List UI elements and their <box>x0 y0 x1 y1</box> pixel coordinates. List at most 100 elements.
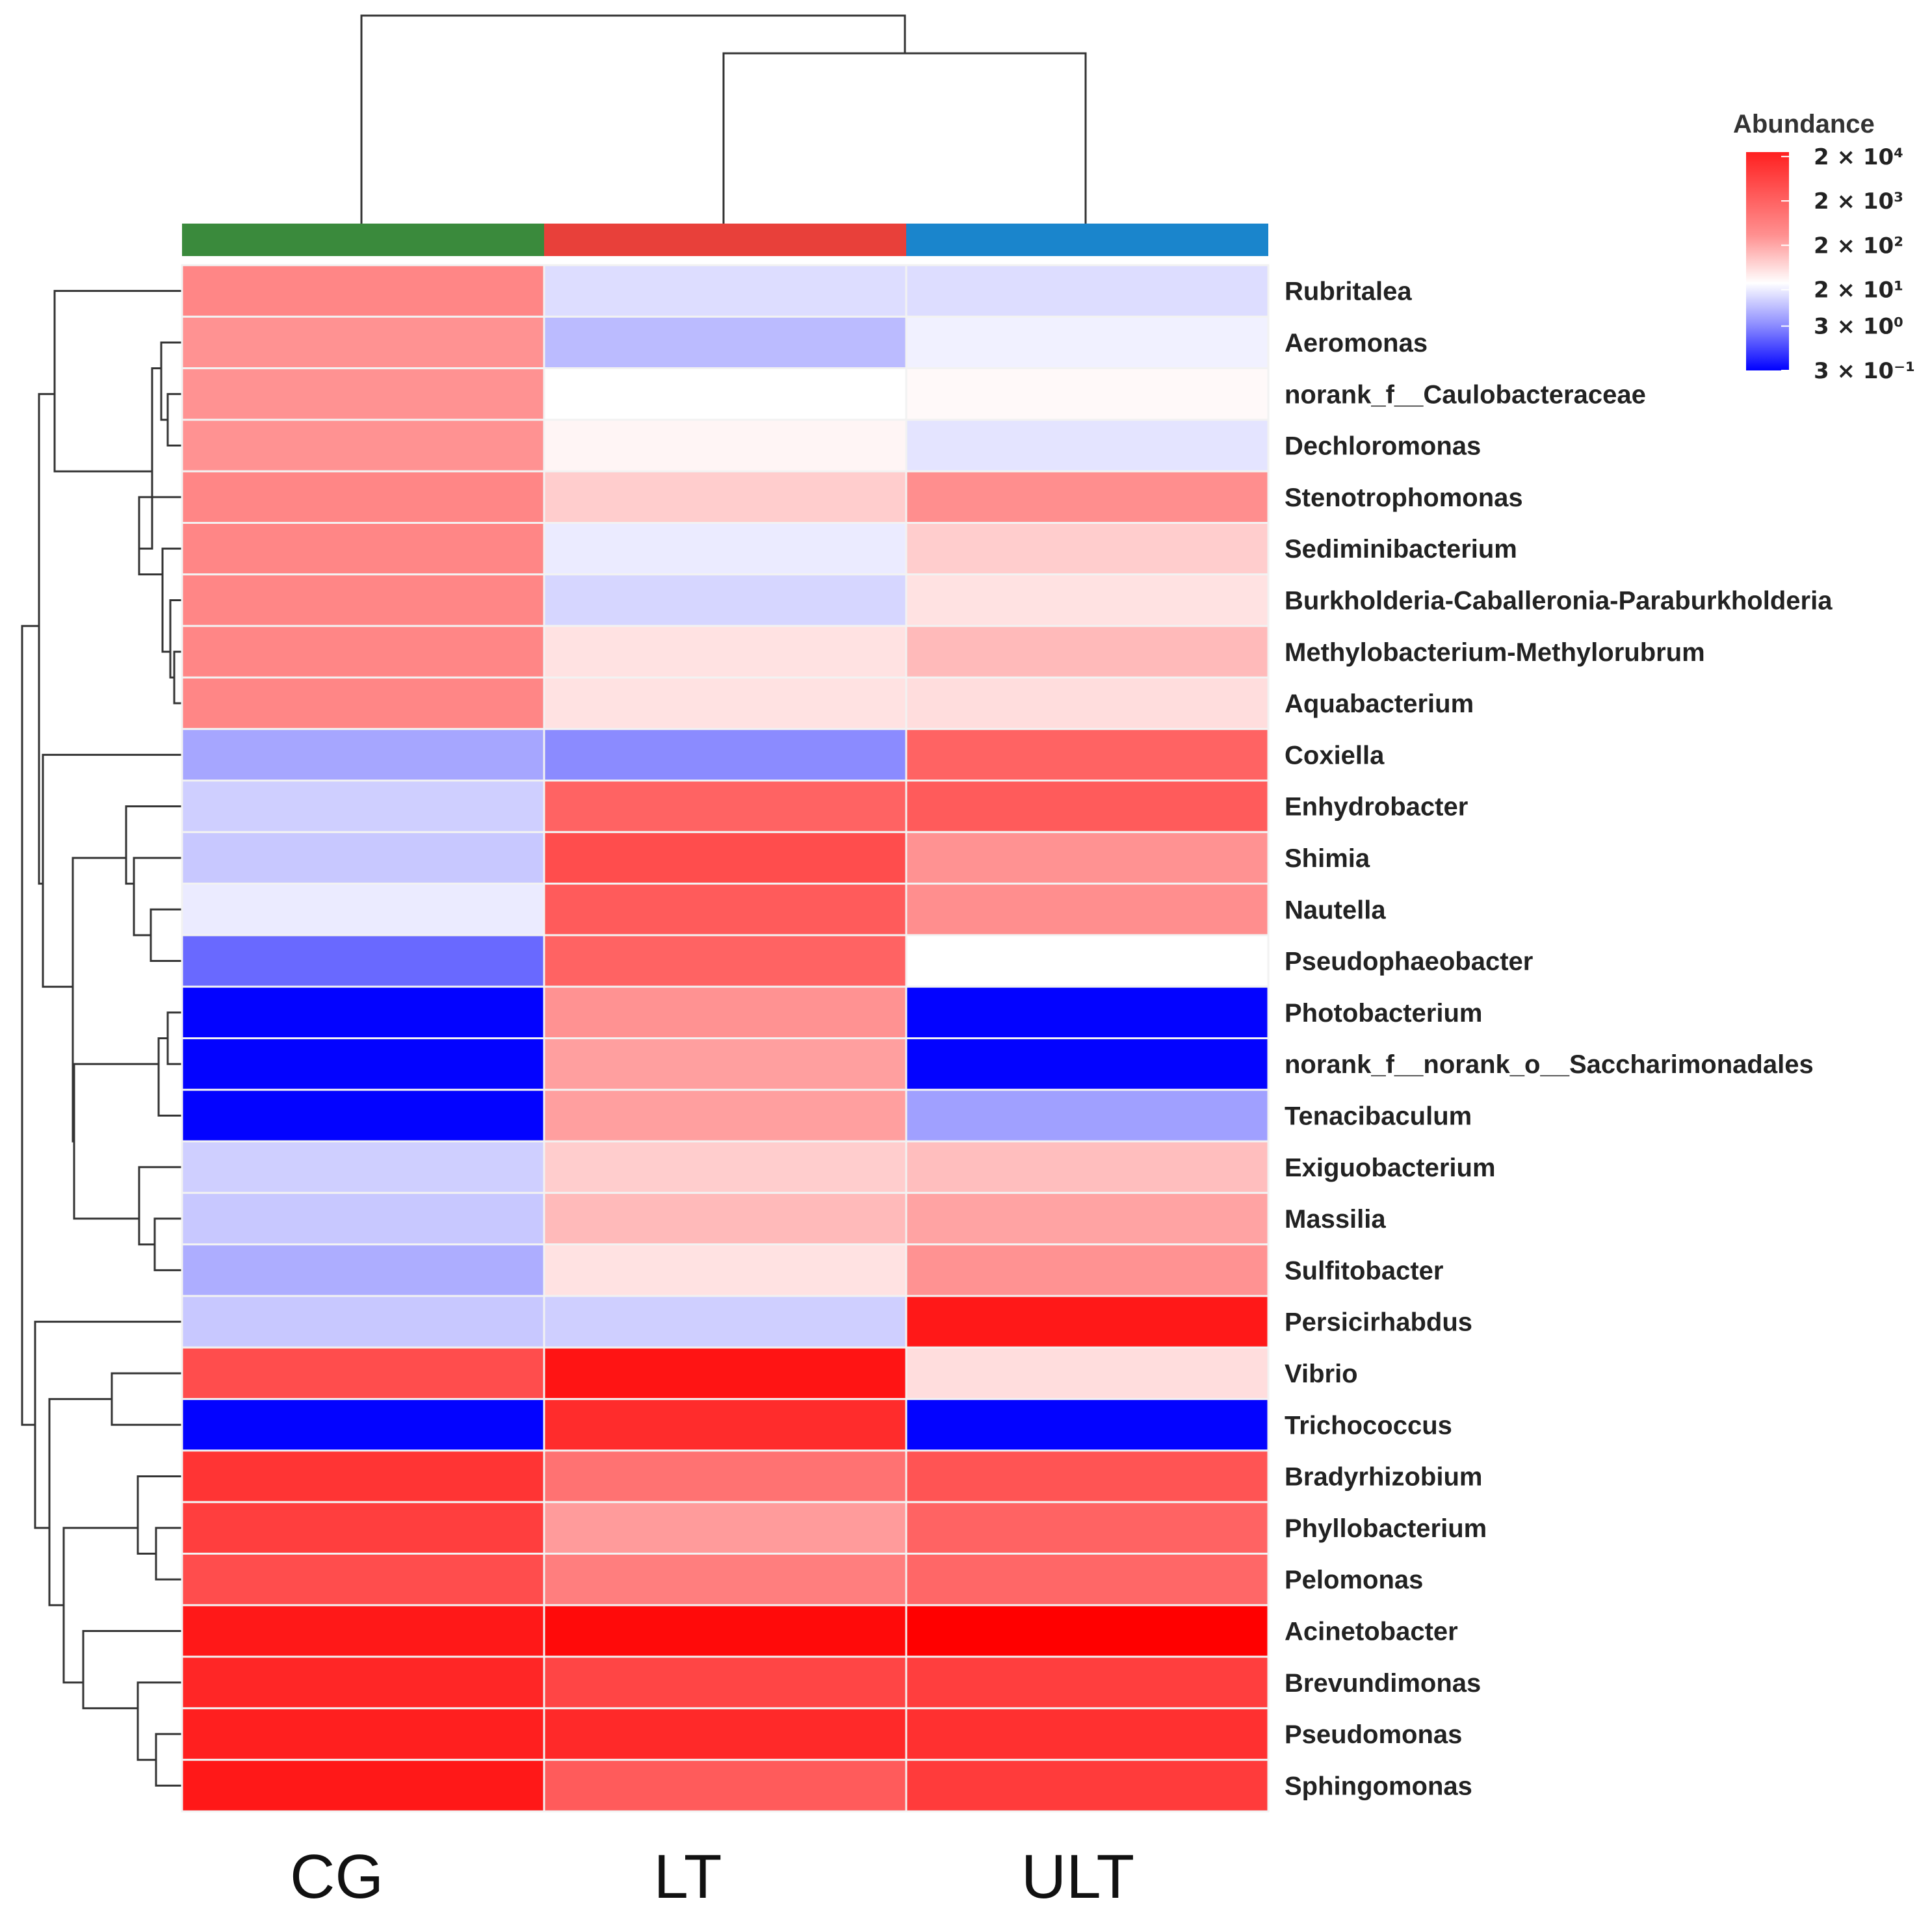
cell-dechloromonas-cg <box>181 419 545 473</box>
row-dendro-node <box>166 1011 182 1065</box>
cell-rubritalea-lt <box>543 264 907 318</box>
row-dendro-node <box>125 805 182 885</box>
cell-stenotrophomonas-cg <box>181 470 545 524</box>
row-dendro-node <box>150 908 182 963</box>
row-dendro-node <box>161 547 182 653</box>
cell-aquabacterium-cg <box>181 676 545 731</box>
cell-pelomonas-ult <box>905 1553 1270 1607</box>
legend-tick-label: 2 × 10² <box>1814 233 1903 259</box>
cell-sediminibacterium-lt <box>543 522 907 576</box>
cell-coxiella-lt <box>543 728 907 782</box>
row-label-tenacibaculum: Tenacibaculum <box>1285 1102 1472 1130</box>
row-dendro-node <box>48 1398 112 1607</box>
cell-sulfitobacter-cg <box>181 1243 545 1297</box>
cell-rubritalea-ult <box>905 264 1270 318</box>
row-label-norank-f-caulobacteraceae: norank_f__Caulobacteraceae <box>1285 380 1646 409</box>
cell-vibrio-cg <box>181 1346 545 1401</box>
cell-tenacibaculum-cg <box>181 1089 545 1143</box>
row-label-enhydrobacter: Enhydrobacter <box>1285 793 1468 822</box>
row-dendro-node <box>166 393 182 447</box>
row-dendro-node <box>139 367 161 550</box>
row-dendro-node <box>73 1063 159 1220</box>
cell-stenotrophomonas-ult <box>905 470 1270 524</box>
cell-methylobacterium-methylorubrum-cg <box>181 625 545 679</box>
cell-tenacibaculum-ult <box>905 1089 1270 1143</box>
row-label-persicirhabdus: Persicirhabdus <box>1285 1308 1472 1337</box>
cell-trichococcus-ult <box>905 1398 1270 1452</box>
row-dendro-node <box>137 1681 182 1761</box>
cell-norank-f-norank-o-saccharimonadales-cg <box>181 1037 545 1091</box>
row-label-bradyrhizobium: Bradyrhizobium <box>1285 1463 1482 1492</box>
cell-massilia-lt <box>543 1191 907 1246</box>
row-label-sulfitobacter: Sulfitobacter <box>1285 1256 1443 1285</box>
legend-tick-label: 3 × 10⁻¹ <box>1814 358 1915 384</box>
column-label-ult: ULT <box>1021 1842 1134 1911</box>
cell-brevundimonas-lt <box>543 1655 907 1709</box>
cell-pelomonas-cg <box>181 1553 545 1607</box>
cell-trichococcus-lt <box>543 1398 907 1452</box>
cell-nautella-ult <box>905 883 1270 937</box>
cell-enhydrobacter-lt <box>543 779 907 833</box>
column-group-bar <box>182 224 1268 256</box>
cell-norank-f-norank-o-saccharimonadales-lt <box>543 1037 907 1091</box>
column-labels: CG LT ULT <box>290 1842 1134 1911</box>
cell-brevundimonas-ult <box>905 1655 1270 1709</box>
row-label-aeromonas: Aeromonas <box>1285 329 1428 357</box>
cell-persicirhabdus-ult <box>905 1295 1270 1349</box>
cell-sphingomonas-lt <box>543 1759 907 1813</box>
row-dendro-node <box>53 290 182 473</box>
column-dendrogram-lt-ult <box>722 52 1087 224</box>
row-label-rubritalea: Rubritalea <box>1285 278 1412 306</box>
cell-exiguobacterium-ult <box>905 1140 1270 1194</box>
legend-color-bar <box>1746 152 1789 370</box>
column-dendrogram-root <box>360 14 906 224</box>
cell-massilia-cg <box>181 1191 545 1246</box>
row-dendro-node <box>62 1527 138 1684</box>
cell-norank-f-caulobacteraceae-lt <box>543 367 907 421</box>
cell-acinetobacter-ult <box>905 1604 1270 1658</box>
cell-pseudophaeobacter-lt <box>543 934 907 988</box>
row-dendro-node <box>133 857 182 937</box>
cell-pseudomonas-lt <box>543 1707 907 1761</box>
row-dendrogram <box>21 290 182 1787</box>
cell-persicirhabdus-cg <box>181 1295 545 1349</box>
row-dendro-node <box>38 393 55 885</box>
row-dendro-node <box>153 1217 182 1271</box>
group-bar-lt <box>544 224 906 256</box>
legend-title: Abundance <box>1733 110 1875 138</box>
cell-sphingomonas-ult <box>905 1759 1270 1813</box>
row-label-stenotrophomonas: Stenotrophomonas <box>1285 484 1523 512</box>
row-label-brevundimonas: Brevundimonas <box>1285 1669 1481 1698</box>
row-dendro-node <box>137 1475 182 1555</box>
cell-pseudophaeobacter-ult <box>905 934 1270 988</box>
legend-ticks: 2 × 10⁴ 2 × 10³ 2 × 10² 2 × 10¹ 3 × 10⁰ 3 × 1… <box>1781 144 1915 384</box>
cell-sediminibacterium-cg <box>181 522 545 576</box>
row-dendro-root <box>21 625 39 1426</box>
cell-dechloromonas-lt <box>543 419 907 473</box>
cell-sphingomonas-cg <box>181 1759 545 1813</box>
cell-trichococcus-cg <box>181 1398 545 1452</box>
row-dendro-node <box>82 1629 182 1709</box>
legend-tick-label: 3 × 10⁰ <box>1814 314 1903 340</box>
cell-norank-f-caulobacteraceae-cg <box>181 367 545 421</box>
cell-enhydrobacter-cg <box>181 779 545 833</box>
legend-tick-label: 2 × 10⁴ <box>1814 144 1903 170</box>
cell-burkholderia-caballeronia-paraburkholderia-lt <box>543 573 907 627</box>
cell-methylobacterium-methylorubrum-ult <box>905 625 1270 679</box>
cell-tenacibaculum-lt <box>543 1089 907 1143</box>
legend-tick-label: 2 × 10³ <box>1814 188 1903 214</box>
cell-vibrio-lt <box>543 1346 907 1401</box>
cell-aeromonas-lt <box>543 315 907 370</box>
group-bar-cg <box>182 224 544 256</box>
cell-pseudomonas-ult <box>905 1707 1270 1761</box>
row-label-norank-f-norank-o-saccharimonadales: norank_f__norank_o__Saccharimonadales <box>1285 1050 1814 1079</box>
cell-shimia-ult <box>905 831 1270 885</box>
row-label-exiguobacterium: Exiguobacterium <box>1285 1154 1496 1182</box>
row-label-photobacterium: Photobacterium <box>1285 999 1482 1028</box>
row-labels: Rubritalea Aeromonas norank_f__Caulobacter… <box>1285 278 1833 1801</box>
cell-rubritalea-cg <box>181 264 545 318</box>
heatmap-cells <box>181 264 1270 1813</box>
cell-phyllobacterium-cg <box>181 1501 545 1555</box>
cell-sulfitobacter-ult <box>905 1243 1270 1297</box>
